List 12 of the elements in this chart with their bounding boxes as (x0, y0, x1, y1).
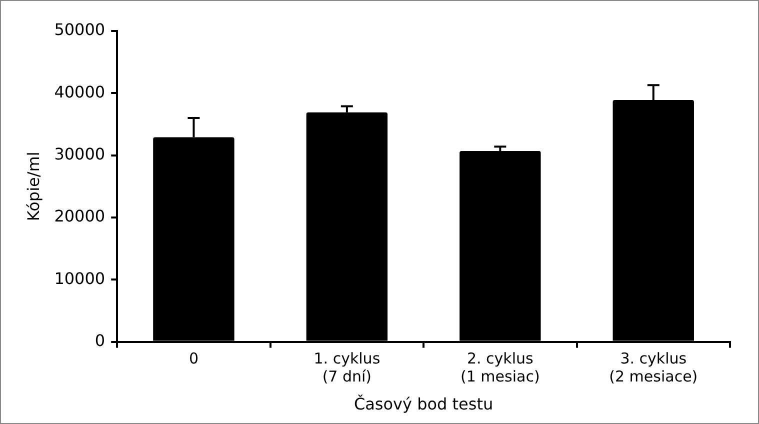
y-tick-label: 0 (94, 330, 106, 350)
y-tick-label: 20000 (54, 206, 106, 226)
x-tick-label: 0 (188, 350, 198, 368)
y-axis-title: Kópie/ml (24, 152, 43, 222)
y-tick-label: 40000 (54, 82, 106, 102)
y-tick-label: 50000 (54, 20, 106, 40)
x-tick-label: 1. cyklus (7 dní) (314, 350, 380, 386)
x-tick-label: 3. cyklus (2 mesiace) (609, 350, 698, 386)
y-tick-label: 30000 (54, 144, 106, 164)
x-axis-title: Časový bod testu (354, 394, 494, 414)
y-tick-label: 10000 (54, 268, 106, 288)
x-tick-label: 2. cyklus (1 mesiac) (460, 350, 540, 386)
